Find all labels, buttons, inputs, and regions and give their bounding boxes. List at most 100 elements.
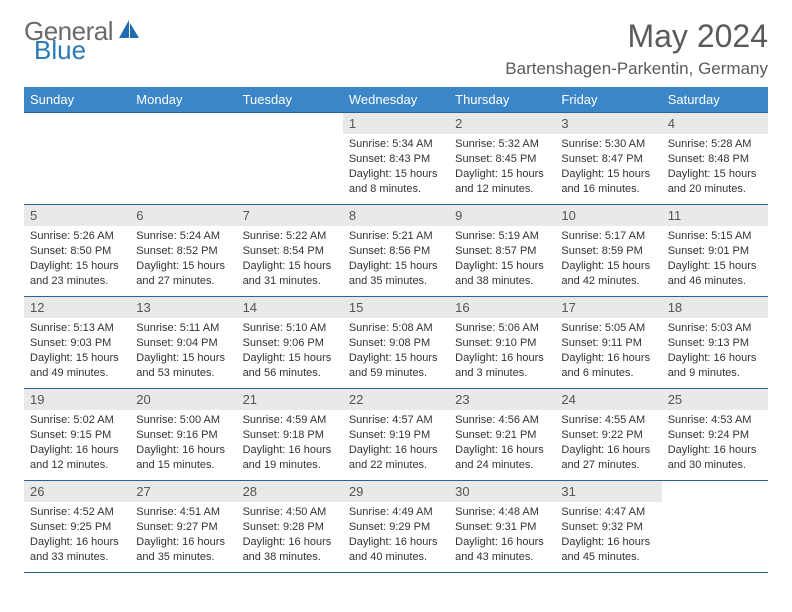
sunrise-label: Sunrise: bbox=[668, 230, 708, 242]
weekday-header: Wednesday bbox=[343, 87, 449, 113]
day-number: 30 bbox=[449, 481, 555, 502]
sunset-value: 8:43 PM bbox=[389, 153, 430, 165]
sunset-label: Sunset: bbox=[30, 429, 67, 441]
sunrise-value: 4:55 AM bbox=[605, 414, 645, 426]
calendar-row: 26Sunrise: 4:52 AMSunset: 9:25 PMDayligh… bbox=[24, 481, 768, 573]
day-details: Sunrise: 5:10 AMSunset: 9:06 PMDaylight:… bbox=[237, 318, 343, 384]
sunset-value: 9:04 PM bbox=[177, 337, 218, 349]
daylight-label: Daylight: bbox=[243, 260, 286, 272]
sunset-label: Sunset: bbox=[349, 429, 386, 441]
calendar-cell: 14Sunrise: 5:10 AMSunset: 9:06 PMDayligh… bbox=[237, 297, 343, 389]
sunset-label: Sunset: bbox=[561, 429, 598, 441]
sunrise-label: Sunrise: bbox=[30, 506, 70, 518]
sunset-value: 8:57 PM bbox=[496, 245, 537, 257]
sunset-value: 9:21 PM bbox=[496, 429, 537, 441]
day-details: Sunrise: 4:53 AMSunset: 9:24 PMDaylight:… bbox=[662, 410, 768, 476]
sunrise-label: Sunrise: bbox=[561, 230, 601, 242]
daylight-label: Daylight: bbox=[455, 352, 498, 364]
daylight-label: Daylight: bbox=[668, 260, 711, 272]
sunrise-value: 5:34 AM bbox=[392, 138, 432, 150]
sunrise-value: 4:50 AM bbox=[286, 506, 326, 518]
sunrise-label: Sunrise: bbox=[30, 230, 70, 242]
calendar-cell: 6Sunrise: 5:24 AMSunset: 8:52 PMDaylight… bbox=[130, 205, 236, 297]
day-number: 25 bbox=[662, 389, 768, 410]
sunrise-label: Sunrise: bbox=[455, 230, 495, 242]
day-number: 17 bbox=[555, 297, 661, 318]
day-number: 9 bbox=[449, 205, 555, 226]
day-number: 14 bbox=[237, 297, 343, 318]
sunset-value: 9:27 PM bbox=[177, 521, 218, 533]
calendar-cell: . bbox=[130, 113, 236, 205]
sunrise-value: 5:05 AM bbox=[605, 322, 645, 334]
daylight-label: Daylight: bbox=[349, 260, 392, 272]
sunset-label: Sunset: bbox=[668, 153, 705, 165]
sunrise-value: 5:17 AM bbox=[605, 230, 645, 242]
calendar-cell: 2Sunrise: 5:32 AMSunset: 8:45 PMDaylight… bbox=[449, 113, 555, 205]
calendar-cell: 13Sunrise: 5:11 AMSunset: 9:04 PMDayligh… bbox=[130, 297, 236, 389]
daylight-label: Daylight: bbox=[561, 260, 604, 272]
calendar-cell: 23Sunrise: 4:56 AMSunset: 9:21 PMDayligh… bbox=[449, 389, 555, 481]
sunrise-label: Sunrise: bbox=[561, 414, 601, 426]
daylight-label: Daylight: bbox=[136, 444, 179, 456]
day-number: 3 bbox=[555, 113, 661, 134]
day-details: Sunrise: 4:48 AMSunset: 9:31 PMDaylight:… bbox=[449, 502, 555, 568]
calendar-cell: 4Sunrise: 5:28 AMSunset: 8:48 PMDaylight… bbox=[662, 113, 768, 205]
sunrise-value: 4:51 AM bbox=[180, 506, 220, 518]
sunset-value: 9:15 PM bbox=[70, 429, 111, 441]
calendar-cell: 21Sunrise: 4:59 AMSunset: 9:18 PMDayligh… bbox=[237, 389, 343, 481]
sunset-value: 8:45 PM bbox=[496, 153, 537, 165]
day-details: Sunrise: 5:03 AMSunset: 9:13 PMDaylight:… bbox=[662, 318, 768, 384]
day-details: Sunrise: 4:52 AMSunset: 9:25 PMDaylight:… bbox=[24, 502, 130, 568]
day-number: 11 bbox=[662, 205, 768, 226]
weekday-header: Saturday bbox=[662, 87, 768, 113]
calendar-cell: 22Sunrise: 4:57 AMSunset: 9:19 PMDayligh… bbox=[343, 389, 449, 481]
calendar-cell: 27Sunrise: 4:51 AMSunset: 9:27 PMDayligh… bbox=[130, 481, 236, 573]
day-number: 5 bbox=[24, 205, 130, 226]
sunrise-label: Sunrise: bbox=[455, 322, 495, 334]
sunrise-label: Sunrise: bbox=[243, 322, 283, 334]
sunrise-label: Sunrise: bbox=[561, 138, 601, 150]
sunset-label: Sunset: bbox=[136, 521, 173, 533]
sunset-label: Sunset: bbox=[455, 245, 492, 257]
sunrise-value: 4:49 AM bbox=[392, 506, 432, 518]
day-number: 29 bbox=[343, 481, 449, 502]
sunset-label: Sunset: bbox=[349, 245, 386, 257]
sunset-value: 8:52 PM bbox=[177, 245, 218, 257]
daylight-label: Daylight: bbox=[243, 352, 286, 364]
day-details: Sunrise: 5:17 AMSunset: 8:59 PMDaylight:… bbox=[555, 226, 661, 292]
daylight-label: Daylight: bbox=[349, 352, 392, 364]
sunrise-value: 5:06 AM bbox=[499, 322, 539, 334]
sunset-label: Sunset: bbox=[561, 337, 598, 349]
day-number: 15 bbox=[343, 297, 449, 318]
sunrise-label: Sunrise: bbox=[349, 506, 389, 518]
calendar-cell: 29Sunrise: 4:49 AMSunset: 9:29 PMDayligh… bbox=[343, 481, 449, 573]
logo-text-blue: Blue bbox=[34, 38, 141, 63]
day-details: Sunrise: 5:26 AMSunset: 8:50 PMDaylight:… bbox=[24, 226, 130, 292]
calendar-cell: 20Sunrise: 5:00 AMSunset: 9:16 PMDayligh… bbox=[130, 389, 236, 481]
sunset-label: Sunset: bbox=[136, 429, 173, 441]
daylight-label: Daylight: bbox=[243, 444, 286, 456]
day-details: Sunrise: 5:11 AMSunset: 9:04 PMDaylight:… bbox=[130, 318, 236, 384]
sunset-value: 9:24 PM bbox=[708, 429, 749, 441]
daylight-label: Daylight: bbox=[561, 444, 604, 456]
sunrise-value: 5:00 AM bbox=[180, 414, 220, 426]
calendar-cell: 31Sunrise: 4:47 AMSunset: 9:32 PMDayligh… bbox=[555, 481, 661, 573]
daylight-label: Daylight: bbox=[668, 352, 711, 364]
daylight-label: Daylight: bbox=[668, 444, 711, 456]
logo: General Blue bbox=[24, 18, 141, 62]
day-number: 7 bbox=[237, 205, 343, 226]
day-number: 24 bbox=[555, 389, 661, 410]
daylight-label: Daylight: bbox=[455, 260, 498, 272]
calendar-body: ...1Sunrise: 5:34 AMSunset: 8:43 PMDayli… bbox=[24, 113, 768, 573]
sunrise-value: 5:24 AM bbox=[180, 230, 220, 242]
sunset-value: 8:56 PM bbox=[389, 245, 430, 257]
daylight-label: Daylight: bbox=[455, 444, 498, 456]
day-number: 2 bbox=[449, 113, 555, 134]
day-details: Sunrise: 5:08 AMSunset: 9:08 PMDaylight:… bbox=[343, 318, 449, 384]
sunset-label: Sunset: bbox=[349, 153, 386, 165]
sunrise-label: Sunrise: bbox=[349, 414, 389, 426]
calendar-cell: 28Sunrise: 4:50 AMSunset: 9:28 PMDayligh… bbox=[237, 481, 343, 573]
day-number: 23 bbox=[449, 389, 555, 410]
day-details: Sunrise: 4:50 AMSunset: 9:28 PMDaylight:… bbox=[237, 502, 343, 568]
sunrise-value: 5:28 AM bbox=[711, 138, 751, 150]
